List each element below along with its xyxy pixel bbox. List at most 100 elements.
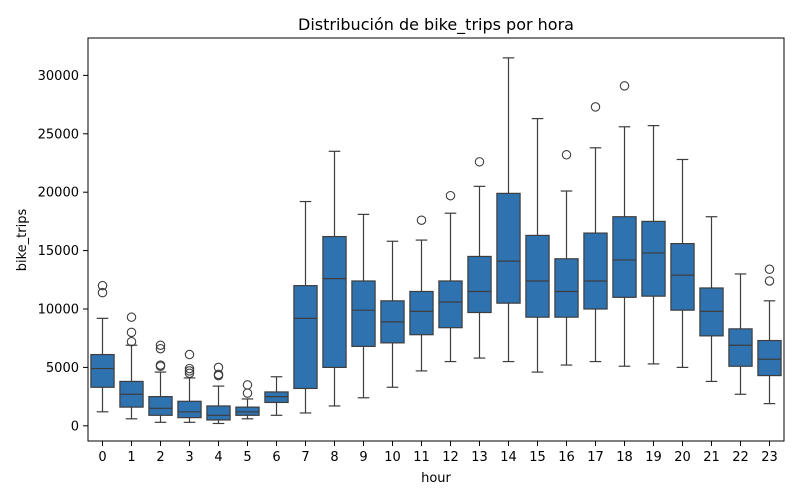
box-19 bbox=[641, 125, 666, 365]
iqr-box bbox=[438, 280, 463, 329]
iqr-box bbox=[525, 234, 550, 318]
x-tick-label: 19 bbox=[645, 450, 662, 465]
iqr-box bbox=[757, 339, 782, 377]
iqr-box bbox=[206, 405, 231, 421]
iqr-box bbox=[612, 216, 637, 298]
box-12 bbox=[438, 190, 463, 363]
box-22 bbox=[728, 273, 753, 395]
iqr-box bbox=[148, 396, 173, 416]
iqr-box bbox=[90, 353, 115, 388]
x-tick-label: 1 bbox=[127, 450, 135, 465]
x-tick-label: 21 bbox=[703, 450, 720, 465]
outlier-point bbox=[619, 81, 630, 91]
box-14 bbox=[496, 57, 521, 363]
outlier-point bbox=[126, 336, 137, 347]
iqr-box bbox=[322, 235, 347, 369]
outlier-point bbox=[184, 363, 195, 374]
y-tick-label: 30000 bbox=[38, 69, 79, 84]
iqr-box bbox=[670, 242, 695, 311]
outlier-point bbox=[213, 362, 224, 373]
box-7 bbox=[293, 200, 318, 414]
x-tick-label: 8 bbox=[330, 450, 338, 465]
x-tick-label: 16 bbox=[558, 450, 575, 465]
y-tick-label: 25000 bbox=[38, 127, 79, 142]
box-3 bbox=[177, 349, 202, 423]
iqr-box bbox=[641, 220, 666, 297]
outlier-point bbox=[561, 150, 572, 160]
iqr-box bbox=[177, 400, 202, 419]
y-tick-label: 20000 bbox=[38, 186, 79, 201]
outlier-point bbox=[474, 157, 485, 167]
outlier-point bbox=[213, 369, 224, 380]
outlier-point bbox=[764, 264, 775, 275]
box-23 bbox=[757, 264, 782, 405]
box-5 bbox=[235, 380, 260, 420]
x-tick-label: 12 bbox=[442, 450, 459, 465]
y-axis: 0 5000 10000 15000 20000 25000 30000 bbox=[38, 69, 88, 434]
plot-frame bbox=[87, 37, 785, 442]
chart-title: Distribución de bike_trips por hora bbox=[298, 15, 574, 35]
box-2 bbox=[148, 340, 173, 423]
iqr-box bbox=[728, 328, 753, 367]
outlier-point bbox=[155, 340, 166, 350]
box-18 bbox=[612, 81, 637, 367]
outlier-point bbox=[184, 349, 195, 360]
x-tick-label: 20 bbox=[674, 450, 691, 465]
outlier-point bbox=[155, 343, 166, 354]
boxes-layer bbox=[90, 57, 782, 425]
box-11 bbox=[409, 215, 434, 372]
box-10 bbox=[380, 240, 405, 388]
outlier-point bbox=[97, 287, 108, 298]
iqr-box bbox=[467, 255, 492, 314]
outlier-point bbox=[416, 215, 427, 225]
box-8 bbox=[322, 150, 347, 407]
x-tick-label: 0 bbox=[98, 450, 106, 465]
outlier-point bbox=[126, 312, 137, 322]
outlier-point bbox=[97, 280, 108, 291]
x-tick-label: 9 bbox=[359, 450, 367, 465]
box-1 bbox=[119, 312, 144, 420]
x-tick-label: 10 bbox=[384, 450, 401, 465]
box-0 bbox=[90, 280, 115, 413]
outlier-point bbox=[242, 388, 253, 398]
x-axis-label: hour bbox=[421, 471, 451, 486]
outlier-point bbox=[445, 190, 456, 201]
box-4 bbox=[206, 362, 231, 425]
y-tick-label: 10000 bbox=[38, 303, 79, 318]
box-6 bbox=[264, 376, 289, 416]
x-tick-label: 18 bbox=[616, 450, 633, 465]
x-tick-label: 13 bbox=[471, 450, 488, 465]
outlier-point bbox=[184, 368, 195, 378]
x-tick-label: 5 bbox=[243, 450, 251, 465]
outlier-point bbox=[155, 360, 166, 370]
box-21 bbox=[699, 216, 724, 383]
outlier-point bbox=[184, 366, 195, 376]
outlier-point bbox=[126, 327, 137, 338]
x-tick-label: 2 bbox=[156, 450, 164, 465]
x-tick-label: 15 bbox=[529, 450, 546, 465]
box-20 bbox=[670, 158, 695, 369]
iqr-box bbox=[554, 258, 579, 318]
box-17 bbox=[583, 102, 608, 363]
iqr-box bbox=[583, 232, 608, 310]
y-tick-label: 0 bbox=[71, 419, 79, 434]
outlier-point bbox=[764, 276, 775, 286]
x-tick-label: 3 bbox=[185, 450, 193, 465]
iqr-box bbox=[351, 280, 376, 347]
x-tick-label: 7 bbox=[301, 450, 309, 465]
y-tick-label: 5000 bbox=[46, 361, 79, 376]
x-tick-label: 17 bbox=[587, 450, 604, 465]
x-tick-label: 4 bbox=[214, 450, 222, 465]
x-tick-label: 23 bbox=[761, 450, 778, 465]
x-axis: 0 1 2 3 4 5 6 7 8 9 10 11 12 13 14 15 16 17 18 19 20 21 22 23 bbox=[98, 441, 778, 465]
outlier-point bbox=[590, 102, 601, 112]
box-15 bbox=[525, 117, 550, 373]
y-tick-label: 15000 bbox=[38, 244, 79, 259]
y-axis-label: bike_trips bbox=[15, 209, 30, 272]
x-tick-label: 22 bbox=[732, 450, 749, 465]
x-tick-label: 14 bbox=[500, 450, 517, 465]
box-9 bbox=[351, 213, 376, 399]
iqr-box bbox=[496, 192, 521, 304]
outlier-point bbox=[242, 380, 253, 390]
